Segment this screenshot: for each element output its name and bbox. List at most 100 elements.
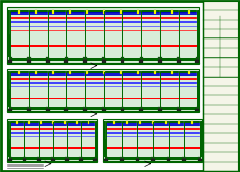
Bar bbox=[86, 10, 88, 14]
Bar bbox=[182, 159, 186, 161]
Bar bbox=[103, 119, 202, 162]
Bar bbox=[136, 159, 139, 161]
Bar bbox=[7, 10, 10, 57]
Bar bbox=[151, 159, 155, 161]
Bar bbox=[102, 107, 106, 110]
Bar bbox=[7, 7, 199, 64]
Bar bbox=[40, 121, 42, 124]
Bar bbox=[46, 109, 50, 111]
Bar bbox=[7, 71, 10, 107]
Bar bbox=[139, 109, 143, 111]
Bar bbox=[10, 26, 197, 27]
Bar bbox=[10, 10, 197, 13]
Bar bbox=[120, 60, 124, 63]
Bar bbox=[188, 10, 190, 14]
Bar bbox=[86, 71, 88, 74]
Bar bbox=[76, 121, 78, 124]
Bar bbox=[7, 119, 97, 162]
Bar bbox=[28, 121, 30, 124]
Bar bbox=[88, 121, 90, 124]
Bar bbox=[84, 107, 87, 110]
Bar bbox=[64, 121, 66, 124]
Bar bbox=[65, 157, 69, 160]
Bar bbox=[203, 1, 238, 171]
Bar bbox=[152, 121, 154, 124]
Bar bbox=[139, 60, 143, 63]
Bar bbox=[113, 121, 115, 124]
Bar bbox=[121, 107, 124, 110]
Bar bbox=[102, 60, 106, 63]
Bar bbox=[139, 121, 141, 124]
Bar bbox=[10, 98, 197, 99]
Bar bbox=[18, 71, 20, 74]
Bar bbox=[9, 107, 12, 110]
Bar bbox=[10, 148, 95, 149]
Bar bbox=[27, 57, 31, 61]
Bar bbox=[83, 60, 87, 63]
Bar bbox=[165, 121, 167, 124]
Bar bbox=[103, 10, 105, 14]
Bar bbox=[158, 109, 162, 111]
Bar bbox=[23, 157, 26, 160]
Bar bbox=[106, 123, 200, 126]
Bar bbox=[35, 71, 37, 74]
Bar bbox=[83, 109, 87, 111]
Bar bbox=[35, 10, 37, 14]
Bar bbox=[102, 109, 106, 111]
Bar bbox=[27, 60, 31, 63]
Bar bbox=[106, 148, 200, 149]
Bar bbox=[9, 157, 12, 160]
Bar bbox=[106, 121, 200, 123]
Bar bbox=[197, 71, 199, 107]
Bar bbox=[27, 107, 31, 110]
Bar bbox=[10, 121, 95, 123]
Bar bbox=[121, 57, 124, 61]
Bar bbox=[171, 71, 173, 74]
Bar bbox=[126, 121, 128, 124]
Bar bbox=[120, 71, 122, 74]
Bar bbox=[69, 71, 71, 74]
Bar bbox=[177, 60, 180, 63]
Bar bbox=[95, 121, 97, 157]
Bar bbox=[46, 60, 50, 63]
Bar bbox=[37, 159, 41, 161]
Bar bbox=[51, 159, 55, 161]
Bar bbox=[65, 159, 69, 161]
Bar bbox=[137, 10, 139, 14]
Bar bbox=[79, 157, 83, 160]
Bar bbox=[9, 57, 12, 61]
Bar bbox=[106, 128, 200, 130]
Bar bbox=[8, 109, 12, 111]
Bar bbox=[120, 159, 124, 161]
Bar bbox=[69, 10, 71, 14]
Bar bbox=[65, 57, 68, 61]
Bar bbox=[177, 107, 180, 110]
Bar bbox=[8, 60, 12, 63]
Bar bbox=[52, 71, 54, 74]
Bar bbox=[177, 57, 180, 61]
Bar bbox=[10, 21, 197, 23]
Bar bbox=[10, 86, 197, 87]
Bar bbox=[7, 121, 10, 157]
Bar bbox=[52, 121, 54, 124]
Bar bbox=[65, 107, 68, 110]
Bar bbox=[37, 157, 40, 160]
Bar bbox=[46, 107, 49, 110]
Bar bbox=[177, 109, 180, 111]
Bar bbox=[158, 57, 162, 61]
Bar bbox=[104, 159, 108, 161]
Bar bbox=[196, 57, 199, 61]
Bar bbox=[197, 10, 199, 57]
Bar bbox=[195, 109, 199, 111]
Bar bbox=[10, 82, 197, 84]
Bar bbox=[10, 45, 197, 47]
Bar bbox=[198, 159, 202, 161]
Bar bbox=[198, 157, 201, 160]
Bar bbox=[10, 123, 95, 126]
Bar bbox=[200, 121, 202, 157]
Bar bbox=[106, 136, 200, 137]
Bar bbox=[102, 57, 106, 61]
Bar bbox=[120, 10, 122, 14]
Bar bbox=[103, 71, 105, 74]
Bar bbox=[178, 121, 180, 124]
